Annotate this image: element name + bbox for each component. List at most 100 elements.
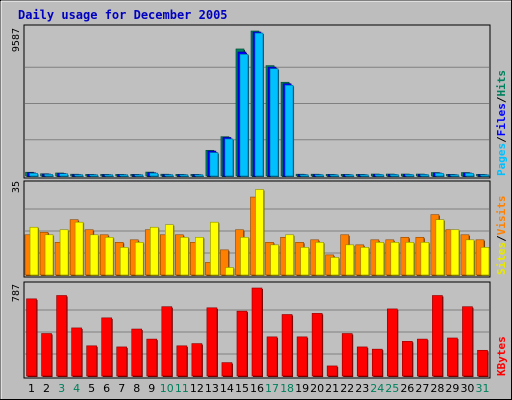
bar-sites-day-18 xyxy=(285,234,294,276)
legend-item-pages: Pages xyxy=(495,143,508,176)
bar-sites-day-7 xyxy=(119,247,129,276)
panel-bars xyxy=(25,30,490,177)
bar-kbytes-day-28 xyxy=(432,295,443,377)
x-tick-label-day-12: 12 xyxy=(190,382,204,395)
bar-sites-day-12 xyxy=(195,236,204,276)
bar-pages-day-6 xyxy=(104,174,113,177)
bar-kbytes-day-7 xyxy=(116,346,128,377)
bar-shadow-pages-day-31 xyxy=(481,175,490,177)
bar-sites-day-2 xyxy=(44,234,54,276)
bar-sites-day-27 xyxy=(420,242,430,276)
x-tick-label-day-1: 1 xyxy=(28,382,35,395)
kbytes-panel: 787 KBytes xyxy=(11,281,508,379)
bar-kbytes-day-22 xyxy=(341,333,353,377)
x-tick-label-day-31: 31 xyxy=(475,382,489,395)
legend-hits-files-pages: Pages/Files/Hits xyxy=(495,70,508,176)
bar-shadow-pages-day-5 xyxy=(90,175,99,177)
bar-sites-day-30 xyxy=(465,239,475,276)
y-max-label-hits: 9587 xyxy=(11,28,22,52)
bar-kbytes-day-9 xyxy=(146,338,158,377)
x-tick-label-day-24: 24 xyxy=(370,382,384,395)
bar-pages-day-14 xyxy=(224,138,234,177)
bar-kbytes-day-14 xyxy=(221,362,233,377)
bar-kbytes-day-5 xyxy=(86,345,97,377)
x-tick-label-day-6: 6 xyxy=(103,382,110,395)
bar-sites-day-16 xyxy=(255,189,264,276)
bar-sites-day-22 xyxy=(345,244,354,276)
x-axis-day-labels: 1 2 3 4 5 6 7 8 9 10 11 12 13 14 15 16 17 18 19 20 21 22 23 24 2… xyxy=(28,382,489,395)
sites-visits-panel: 35 Sites/Visits xyxy=(11,180,508,278)
bar-shadow-pages-day-8 xyxy=(135,175,144,177)
legend-text: KBytes xyxy=(495,336,508,376)
bar-shadow-pages-day-10 xyxy=(165,175,174,177)
bar-sites-day-21 xyxy=(330,257,339,276)
bar-sites-day-9 xyxy=(149,226,159,276)
bar-sites-day-4 xyxy=(74,221,84,276)
legend-item-hits: Hits xyxy=(495,70,508,97)
bar-pages-day-18 xyxy=(284,84,294,177)
bar-pages-day-19 xyxy=(299,174,309,177)
bar-sites-day-17 xyxy=(270,244,279,276)
bar-kbytes-day-30 xyxy=(462,306,473,377)
x-tick-label-day-18: 18 xyxy=(280,382,294,395)
x-tick-label-day-23: 23 xyxy=(355,382,369,395)
bar-sites-day-14 xyxy=(225,267,234,276)
bar-sites-day-25 xyxy=(390,242,400,276)
bar-kbytes-day-21 xyxy=(326,365,338,377)
bar-pages-day-23 xyxy=(359,174,369,177)
bar-kbytes-day-20 xyxy=(311,313,323,377)
bar-kbytes-day-17 xyxy=(266,336,278,377)
bar-sites-day-28 xyxy=(435,219,445,276)
bar-sites-day-3 xyxy=(59,229,69,276)
bar-shadow-pages-day-20 xyxy=(316,175,325,177)
bar-pages-day-8 xyxy=(134,174,144,177)
bar-sites-day-6 xyxy=(104,236,114,276)
bar-sites-day-23 xyxy=(360,247,370,276)
bar-sites-day-20 xyxy=(315,242,324,276)
x-tick-label-day-15: 15 xyxy=(235,382,249,395)
legend-separator: / xyxy=(495,96,508,103)
bar-shadow-pages-day-23 xyxy=(361,175,370,177)
bar-kbytes-day-23 xyxy=(356,346,368,377)
x-tick-label-day-28: 28 xyxy=(430,382,444,395)
x-tick-label-day-11: 11 xyxy=(175,382,189,395)
legend-item-visits: Visits xyxy=(495,196,508,236)
bar-sites-day-15 xyxy=(240,236,249,276)
bar-kbytes-day-18 xyxy=(281,314,293,377)
bar-sites-day-11 xyxy=(180,236,189,276)
x-tick-label-day-21: 21 xyxy=(325,382,339,395)
bar-kbytes-day-4 xyxy=(71,327,82,377)
bar-kbytes-day-1 xyxy=(26,298,37,377)
x-tick-label-day-27: 27 xyxy=(415,382,429,395)
bar-pages-day-22 xyxy=(344,174,354,177)
bar-pages-day-11 xyxy=(179,174,189,177)
bar-kbytes-day-31 xyxy=(477,349,488,377)
x-tick-label-day-29: 29 xyxy=(445,382,459,395)
bar-kbytes-day-29 xyxy=(447,337,458,377)
bar-pages-day-2 xyxy=(44,174,53,177)
x-tick-label-day-13: 13 xyxy=(205,382,219,395)
legend-separator: / xyxy=(495,136,508,143)
bar-kbytes-day-11 xyxy=(176,345,188,377)
x-tick-label-day-10: 10 xyxy=(160,382,174,395)
chart-title: Daily usage for December 2005 xyxy=(18,8,228,22)
bar-pages-day-28 xyxy=(435,172,444,177)
bar-pages-day-29 xyxy=(450,174,459,177)
x-tick-label-day-7: 7 xyxy=(118,382,125,395)
legend-item-kbytes: KBytes xyxy=(495,336,508,376)
bar-kbytes-day-8 xyxy=(131,328,143,377)
bar-pages-day-27 xyxy=(420,174,429,177)
bar-shadow-pages-day-19 xyxy=(301,175,310,177)
legend-text: Sites/Visits xyxy=(495,196,508,276)
bar-kbytes-day-15 xyxy=(236,310,248,377)
bar-sites-day-1 xyxy=(29,226,39,276)
bar-pages-day-17 xyxy=(269,68,279,177)
bar-pages-day-16 xyxy=(254,32,264,177)
bar-kbytes-day-6 xyxy=(101,317,112,377)
bar-pages-day-1 xyxy=(29,172,38,177)
x-tick-label-day-9: 9 xyxy=(148,382,155,395)
bar-shadow-pages-day-6 xyxy=(105,175,114,177)
bar-shadow-pages-day-4 xyxy=(75,175,84,177)
